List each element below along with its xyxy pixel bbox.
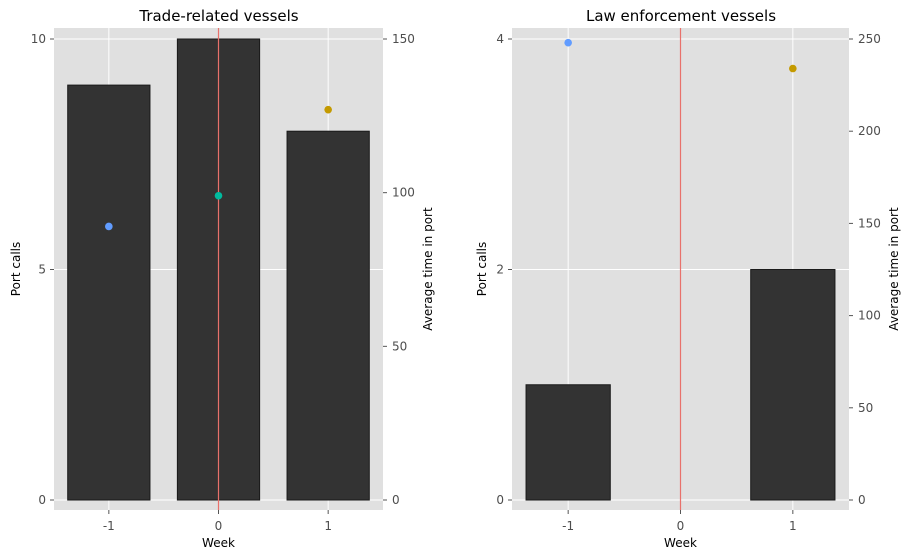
y-axis-label: Port calls — [9, 242, 23, 296]
y-tick-label: 0 — [38, 493, 46, 507]
y-tick-label: 5 — [38, 263, 46, 277]
y-tick-label: 4 — [496, 32, 504, 46]
y-axis-label: Port calls — [475, 242, 489, 296]
y2-axis-label: Average time in port — [887, 207, 901, 331]
y2-tick-label: 100 — [392, 186, 415, 200]
y2-tick-label: 100 — [858, 309, 881, 323]
data-point — [564, 38, 572, 47]
x-tick-label: 0 — [215, 519, 223, 533]
x-tick-label: 0 — [677, 519, 685, 533]
y-tick-label: 0 — [496, 493, 504, 507]
data-point — [105, 222, 113, 231]
data-point — [214, 191, 223, 200]
bar — [67, 84, 151, 501]
chart-title: Law enforcement vessels — [586, 7, 776, 25]
y2-tick-label: 250 — [858, 32, 881, 46]
y2-tick-label: 50 — [858, 401, 873, 415]
x-tick-label: 1 — [324, 519, 332, 533]
y2-tick-label: 0 — [858, 493, 866, 507]
y2-tick-label: 200 — [858, 124, 881, 138]
chart-title: Trade-related vessels — [138, 7, 298, 25]
x-tick-label: -1 — [562, 519, 574, 533]
y2-axis-label: Average time in port — [421, 207, 435, 331]
x-axis-label: Week — [664, 536, 697, 550]
bar — [525, 384, 611, 501]
bar — [286, 130, 370, 501]
y2-tick-label: 50 — [392, 339, 407, 353]
y2-tick-label: 150 — [858, 216, 881, 230]
y-tick-label: 10 — [31, 32, 46, 46]
x-axis-label: Week — [202, 536, 235, 550]
y-tick-label: 2 — [496, 263, 504, 277]
data-point — [324, 105, 332, 114]
data-point — [789, 64, 797, 73]
bar — [750, 269, 836, 501]
x-tick-label: -1 — [103, 519, 115, 533]
x-tick-label: 1 — [789, 519, 797, 533]
y2-tick-label: 150 — [392, 32, 415, 46]
y2-tick-label: 0 — [392, 493, 400, 507]
